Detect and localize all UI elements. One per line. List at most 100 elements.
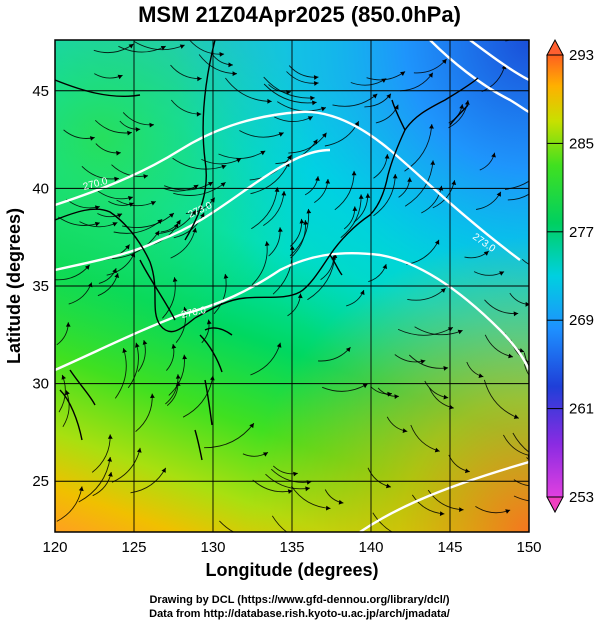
streamline-arrowhead	[528, 23, 532, 28]
streamline-arrowhead	[360, 290, 365, 295]
streamline-arrowhead	[483, 251, 489, 256]
streamline-arrowhead	[65, 390, 70, 396]
streamline-arrowhead	[352, 206, 358, 211]
streamline-arrowhead	[387, 391, 392, 397]
streamline	[505, 40, 512, 42]
streamline-arrowhead	[312, 540, 317, 545]
streamline	[289, 208, 310, 257]
streamline-arrowhead	[143, 174, 148, 179]
streamline	[277, 101, 327, 112]
streamline-arrowhead	[351, 170, 357, 176]
streamline-arrowhead	[114, 273, 120, 278]
colorbar-tick-label: 293	[569, 47, 594, 64]
streamline-arrowhead	[278, 227, 283, 232]
streamline	[404, 160, 434, 207]
colorbar-tick-label: 261	[569, 401, 594, 418]
streamline-arrowhead	[197, 76, 202, 82]
plot-frame	[54, 39, 530, 533]
streamline	[251, 187, 278, 230]
streamline	[182, 375, 214, 418]
streamline-arrowhead	[232, 71, 237, 76]
streamline-arrowhead	[287, 489, 293, 494]
streamline-arrowhead	[307, 116, 313, 121]
x-tick-label: 125	[121, 539, 146, 556]
streamline-arrowhead	[325, 179, 331, 184]
streamline-arrowhead	[107, 434, 113, 439]
streamline-arrowhead	[428, 72, 433, 78]
streamline-arrowhead	[107, 457, 112, 462]
isotherm-contours	[55, 40, 529, 532]
streamline	[172, 157, 227, 170]
streamline-arrowhead	[513, 414, 519, 419]
streamline-arrowhead	[112, 222, 118, 227]
streamline-arrowhead	[305, 486, 310, 492]
streamline-arrowhead	[117, 74, 123, 80]
streamline-arrowhead	[61, 374, 66, 380]
streamline-arrowhead	[537, 381, 542, 385]
streamline-arrowhead	[276, 342, 282, 348]
streamline-arrowhead	[386, 93, 391, 99]
streamline	[173, 181, 226, 196]
colorbar-tick-label: 285	[569, 135, 594, 152]
streamline-arrowhead	[372, 93, 378, 99]
streamline-arrowhead	[499, 271, 505, 276]
x-axis-ticks: 120 125 130 135 140 145 150	[42, 539, 541, 556]
streamline-arrowhead	[457, 329, 463, 335]
streamline-arrowhead	[382, 264, 388, 269]
streamline-arrowhead	[443, 366, 449, 371]
streamline	[397, 327, 454, 336]
streamline-arrowhead	[332, 253, 338, 258]
streamline-arrowhead	[150, 201, 156, 206]
streamline-arrowhead	[508, 353, 513, 359]
streamline-arrowhead	[315, 176, 320, 181]
y-tick-label: 45	[32, 83, 49, 100]
streamline-arrowhead	[219, 52, 225, 57]
x-tick-label: 135	[279, 539, 304, 556]
streamline	[133, 41, 185, 51]
streamline-arrowhead	[171, 344, 177, 349]
streamline	[114, 347, 127, 399]
x-tick-label: 140	[358, 539, 383, 556]
streamline-arrowhead	[420, 359, 426, 364]
streamline-arrowhead	[313, 75, 319, 80]
colorbar-tick-label: 277	[569, 224, 594, 241]
x-tick-label: 130	[200, 539, 225, 556]
streamline-arrowhead	[108, 472, 113, 477]
streamline-arrowhead	[407, 177, 412, 182]
x-axis-title: Longitude (degrees)	[205, 560, 378, 580]
colorbar-tick-label: 269	[569, 312, 594, 329]
streamline	[340, 194, 362, 239]
streamline-arrowhead	[150, 393, 155, 399]
streamline-arrowhead	[249, 423, 254, 429]
streamline-arrowhead	[84, 264, 90, 270]
streamline-arrowhead	[161, 467, 166, 473]
streamline-arrowhead	[321, 106, 326, 112]
streamline-arrowhead	[142, 340, 148, 345]
streamline	[404, 124, 433, 172]
credit-data: Data from http://database.rish.kyoto-u.a…	[149, 608, 450, 620]
streamline-arrowhead	[465, 468, 470, 474]
streamline-arrowhead	[464, 100, 470, 105]
streamline-arrowhead	[122, 348, 127, 353]
streamline-arrowhead	[322, 132, 327, 138]
streamline-arrowhead	[451, 180, 457, 185]
streamline	[513, 495, 529, 502]
streamline	[219, 520, 235, 532]
streamline-arrowhead	[160, 46, 166, 51]
streamline-arrowhead	[299, 218, 305, 224]
lat-lon-grid	[55, 40, 529, 532]
x-tick-label: 120	[42, 539, 67, 556]
y-axis-ticks: 25 30 35 40 45	[32, 83, 49, 490]
contour-label: 270.0	[180, 305, 207, 321]
streamline-arrowhead	[400, 71, 406, 76]
streamline-arrowhead	[192, 227, 197, 233]
streamline-arrowhead	[114, 176, 119, 182]
streamline-arrowhead	[157, 219, 163, 224]
streamline-arrowhead	[267, 98, 272, 104]
streamline-arrowhead	[362, 383, 368, 389]
y-tick-label: 40	[32, 180, 49, 197]
streamline-arrowhead	[365, 193, 371, 198]
streamline-arrowhead	[172, 277, 178, 282]
streamline	[78, 456, 111, 503]
streamline-arrowhead	[434, 447, 440, 453]
